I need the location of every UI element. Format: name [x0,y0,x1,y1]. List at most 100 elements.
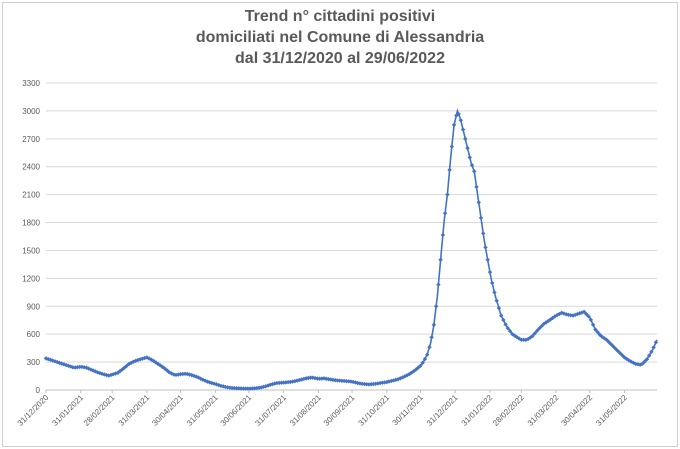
data-point-marker [624,356,629,362]
data-point-marker [75,365,80,370]
data-point-marker [451,122,457,128]
x-tick-label: 30/04/2022 [559,393,594,428]
x-tick-label: 31/10/2021 [357,393,392,428]
data-point-marker [465,145,470,151]
data-point-marker [431,322,437,328]
data-point-marker [510,331,515,337]
data-point-marker [543,320,549,325]
y-tick-label: 1800 [22,219,40,228]
data-point-marker [507,329,513,334]
y-tick-label: 3300 [22,79,40,88]
x-tick-label: 31/07/2021 [253,393,288,428]
data-point-marker [640,361,645,366]
series-line [45,108,658,390]
x-tick-label: 30/09/2021 [322,393,357,428]
data-point-marker [530,333,535,339]
data-point-marker [438,257,443,262]
data-point-marker [588,317,594,323]
data-point-marker [476,200,481,205]
x-tick-label: 30/06/2021 [219,393,254,428]
data-point-marker [615,348,620,354]
grid-lines [46,82,657,363]
y-tick-label: 2100 [22,191,40,200]
x-tick-label: 31/01/2021 [50,393,85,428]
data-point-marker [519,337,524,342]
data-point-marker [617,350,623,356]
y-tick-label: 2400 [22,163,40,172]
data-point-marker [483,245,488,250]
data-point-marker [496,305,502,311]
data-point-marker [433,304,439,309]
x-tick-label: 31/08/2021 [288,393,323,428]
data-point-marker [182,371,188,377]
data-point-marker [420,360,425,365]
data-point-marker [532,331,537,336]
data-point-marker [108,372,114,378]
chart-title: Trend n° cittadini positivi domiciliati … [0,6,680,69]
y-axis-ticks: 0 300 600 900 1200 1500 1800 2100 2400 2700 3000 33… [22,79,40,395]
data-point-marker [521,337,526,342]
data-point-marker [440,232,446,238]
data-point-marker [458,118,464,123]
data-point-marker [498,313,504,318]
x-tick-label: 31/12/2021 [425,393,460,428]
data-point-marker [115,370,120,375]
data-point-marker [653,340,659,345]
data-point-marker [447,167,452,173]
data-point-marker [436,282,441,287]
data-point-marker [581,309,587,315]
data-point-marker [537,326,542,331]
data-point-marker [629,359,634,364]
data-point-marker [570,313,576,318]
chart-title-line-1: Trend n° cittadini positivi [244,8,436,25]
data-point-marker [528,335,533,340]
data-point-marker [606,339,611,345]
data-point-marker [568,313,573,318]
data-point-marker [225,385,230,390]
data-point-marker [548,317,553,322]
data-point-marker [620,353,625,358]
data-point-marker [644,357,650,362]
data-point-marker [485,257,490,262]
data-point-marker [456,111,461,117]
data-point-marker [454,113,459,118]
data-point-marker [595,329,600,335]
data-point-marker [243,386,248,391]
y-tick-label: 1200 [22,274,40,283]
data-point-marker [514,334,520,340]
data-point-marker [501,317,506,323]
data-point-marker [463,136,468,142]
data-point-marker [590,322,596,327]
data-point-marker [478,215,484,221]
data-point-marker [611,344,616,349]
y-tick-label: 600 [27,330,41,339]
data-point-marker [572,312,578,318]
data-point-marker [649,349,654,355]
data-point-marker [563,312,569,317]
data-point-marker [512,333,517,338]
series-positivi [43,108,659,391]
data-point-marker [200,377,206,382]
data-point-marker [149,357,154,362]
y-tick-label: 900 [27,302,41,311]
x-tick-label: 31/12/2020 [16,393,51,428]
data-point-marker [144,355,150,360]
data-point-marker [442,211,448,216]
data-point-marker [50,358,55,363]
data-point-marker [158,363,163,368]
data-point-marker [196,375,201,380]
data-point-marker [539,323,544,329]
data-point-marker [474,184,479,190]
data-point-marker [626,358,632,363]
data-point-marker [487,269,493,275]
data-point-marker [111,372,116,377]
data-point-marker [505,326,511,331]
data-point-marker [489,280,495,286]
data-point-marker [90,368,96,373]
data-point-marker [566,312,571,318]
y-tick-label: 2700 [22,135,40,144]
data-point-marker [241,386,246,391]
data-point-marker [550,315,555,321]
